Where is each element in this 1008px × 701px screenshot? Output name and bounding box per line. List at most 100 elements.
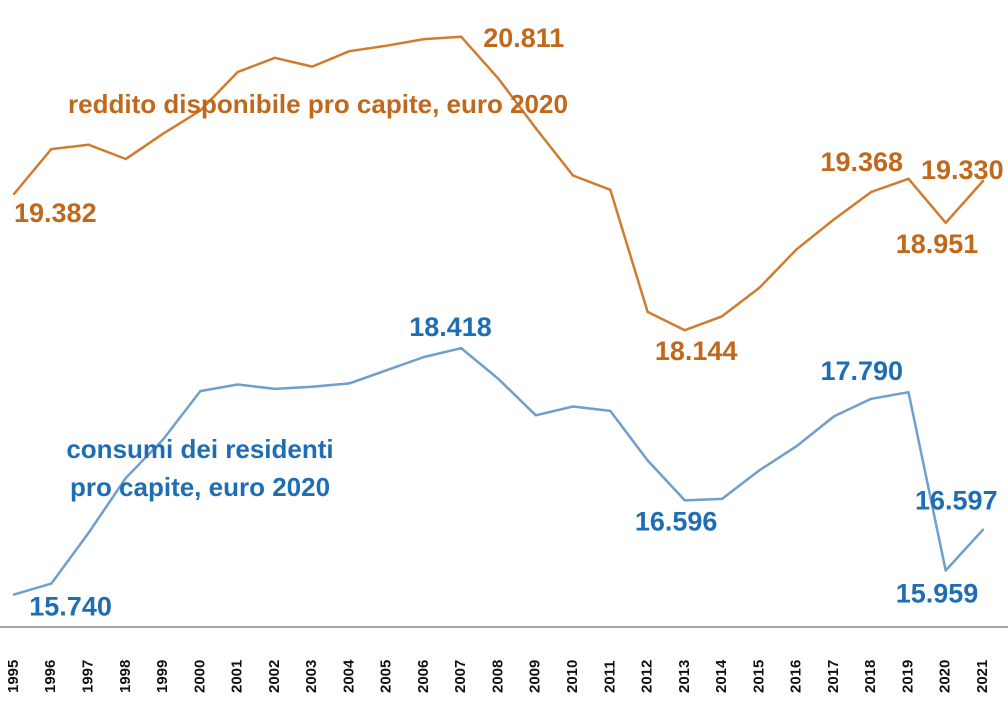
series-name-label-1-1: pro capite, euro 2020 <box>70 472 330 502</box>
x-tick-label: 2002 <box>266 660 283 693</box>
series-1 <box>12 346 985 596</box>
data-label-0-2013: 18.144 <box>655 336 738 366</box>
series-0 <box>12 35 985 332</box>
data-point-1-2013 <box>683 499 687 502</box>
data-point-0-2018 <box>869 190 873 194</box>
data-point-1-2004 <box>348 382 351 385</box>
x-tick-label: 1998 <box>117 660 134 693</box>
x-tick-label: 2018 <box>862 660 879 693</box>
data-point-1-2000 <box>199 389 202 393</box>
data-label-0-2007: 20.811 <box>483 23 564 53</box>
x-tick-label: 2021 <box>974 660 991 693</box>
data-labels: 19.382 20.811 18.144 19.368 18.951 19.330 15.7… <box>14 23 1004 622</box>
data-point-1-2003 <box>310 385 314 388</box>
data-point-1-2009 <box>534 414 537 417</box>
x-tick-label: 1995 <box>5 660 22 693</box>
data-point-0-2003 <box>310 65 314 68</box>
x-tick-label: 2013 <box>676 660 693 693</box>
data-label-0-2020: 18.951 <box>896 229 979 259</box>
x-tick-label: 2015 <box>750 660 767 693</box>
data-point-1-1995 <box>12 593 16 596</box>
data-point-0-2009 <box>534 127 537 130</box>
data-point-0-2006 <box>422 37 426 41</box>
data-point-1-2010 <box>571 405 575 408</box>
data-label-0-1995: 19.382 <box>14 198 97 228</box>
data-point-0-2021 <box>981 179 985 183</box>
x-tick-labels: 1995 1996 1997 1998 1999 2000 2001 2002 2003 2004… <box>5 659 991 693</box>
data-label-1-2019: 17.790 <box>820 356 903 386</box>
data-point-0-1999 <box>161 132 165 135</box>
data-point-1-2008 <box>497 377 500 381</box>
data-point-0-2000 <box>199 109 202 112</box>
x-tick-label: 2016 <box>788 660 805 693</box>
x-tick-label: 2006 <box>415 660 432 693</box>
data-point-0-1997 <box>87 143 90 146</box>
data-point-1-2016 <box>795 444 798 448</box>
x-tick-label: 1999 <box>154 660 171 693</box>
x-tick-label: 1997 <box>80 660 97 693</box>
data-point-0-2007 <box>460 35 463 38</box>
series-line-0 <box>13 35 984 332</box>
data-point-0-2013 <box>683 328 687 332</box>
data-point-1-2006 <box>422 355 426 359</box>
data-point-1-2012 <box>646 459 649 462</box>
data-point-0-1998 <box>124 157 128 161</box>
x-tick-label: 2014 <box>713 659 730 693</box>
x-tick-label: 2001 <box>229 660 246 693</box>
x-tick-label: 2008 <box>489 660 506 693</box>
x-tick-label: 2000 <box>191 660 208 693</box>
data-label-1-2021: 16.597 <box>915 486 998 516</box>
data-label-1-2007: 18.418 <box>409 312 492 342</box>
x-tick-label: 2003 <box>303 660 320 693</box>
x-tick-label: 2017 <box>825 660 842 693</box>
series-name-labels: reddito disponibile pro capite, euro 202… <box>66 89 568 502</box>
data-point-0-1995 <box>12 192 16 196</box>
data-label-0-2021: 19.330 <box>921 155 1004 185</box>
x-tick-label: 2010 <box>564 660 581 693</box>
x-tick-label: 2004 <box>340 659 357 693</box>
data-point-1-1998 <box>124 476 128 480</box>
data-label-1-1996: 15.740 <box>29 592 112 622</box>
series-layer <box>12 35 985 596</box>
data-label-1-2013: 16.596 <box>635 506 718 536</box>
data-point-0-2004 <box>348 50 351 53</box>
series-name-label-1-0: consumi dei residenti <box>66 434 333 464</box>
data-point-0-2014 <box>720 315 724 318</box>
data-point-1-1997 <box>87 531 90 535</box>
data-point-1-2007 <box>460 347 463 350</box>
data-point-1-2001 <box>236 383 239 386</box>
data-point-1-2015 <box>758 469 761 472</box>
data-point-1-1996 <box>50 582 53 585</box>
series-name-label-0-0: reddito disponibile pro capite, euro 202… <box>68 89 568 119</box>
x-tick-label: 2011 <box>601 660 618 693</box>
data-point-0-2001 <box>236 70 239 74</box>
data-point-0-2011 <box>609 188 612 191</box>
x-tick-label: 1996 <box>42 660 59 693</box>
data-point-0-1996 <box>50 147 53 151</box>
data-point-0-2012 <box>646 310 649 314</box>
data-point-0-2002 <box>273 56 277 59</box>
x-tick-label: 2020 <box>937 660 954 693</box>
data-point-1-2011 <box>609 409 612 413</box>
data-point-0-2008 <box>497 77 500 80</box>
data-point-0-2020 <box>944 221 947 224</box>
data-label-1-2020: 15.959 <box>896 579 979 609</box>
data-point-0-2016 <box>795 248 798 251</box>
data-point-1-2019 <box>907 391 910 394</box>
data-point-0-2015 <box>758 286 761 289</box>
x-tick-label: 2012 <box>639 660 656 693</box>
data-point-1-2014 <box>720 497 724 501</box>
data-point-1-2005 <box>385 369 388 372</box>
data-label-0-2019: 19.368 <box>820 147 903 177</box>
data-point-1-2020 <box>944 569 947 572</box>
data-point-0-2017 <box>832 218 836 221</box>
data-point-0-2010 <box>571 174 575 177</box>
data-point-0-2005 <box>385 44 388 47</box>
data-point-1-2002 <box>273 387 277 391</box>
data-point-1-2018 <box>869 397 873 400</box>
x-tick-label: 2009 <box>527 660 544 693</box>
data-point-1-2017 <box>832 415 836 418</box>
data-point-1-2021 <box>981 528 985 531</box>
x-tick-label: 2019 <box>899 660 916 693</box>
